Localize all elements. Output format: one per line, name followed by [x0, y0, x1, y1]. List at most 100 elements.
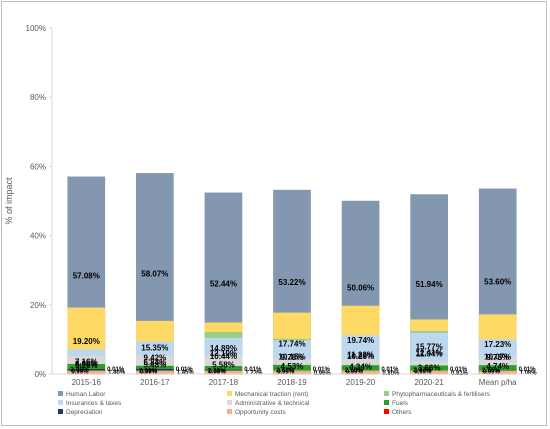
data-label: 0.01% — [450, 367, 468, 373]
y-tick-label: 0% — [34, 370, 46, 379]
legend-swatch — [58, 409, 63, 414]
data-label: 19.20% — [73, 337, 100, 346]
data-label: 0.01% — [176, 367, 194, 373]
bar-segment — [273, 370, 311, 374]
data-label: 10.07% — [484, 353, 511, 362]
data-label: 2.38% — [139, 367, 158, 374]
legend-swatch — [58, 391, 63, 396]
x-tick-labels: 2015-16 2016-17 2017-18 2018-19 2019-20 2020-… — [72, 378, 518, 387]
data-label: 10.44% — [210, 352, 237, 361]
data-label: 0.99% — [71, 369, 89, 375]
data-label: 51.94% — [416, 280, 443, 289]
data-label: 5.58% — [212, 360, 235, 369]
bar-segment — [204, 370, 243, 374]
legend-item: Others — [384, 409, 412, 416]
legend-item: Opportunity costs — [227, 409, 286, 416]
x-tick-label: 2020-21 — [414, 378, 444, 387]
legend-swatch — [384, 391, 389, 396]
data-label: 0.01% — [519, 367, 537, 373]
legend-item: Depreciation — [58, 409, 103, 416]
legend-swatch — [58, 400, 63, 405]
legend-item: Fuels — [384, 400, 409, 407]
legend-swatch — [384, 409, 389, 414]
data-label: 17.74% — [278, 339, 305, 348]
legend-item: Human Labor — [58, 391, 106, 398]
bars-layer — [67, 173, 517, 375]
data-label: 10.29% — [347, 352, 374, 361]
data-label: 15.35% — [141, 343, 168, 352]
data-label: 7.16% — [75, 358, 98, 367]
legend-label: Opportunity costs — [235, 409, 286, 416]
data-label: 0.99% — [483, 369, 501, 375]
data-label: 2.47% — [413, 367, 432, 374]
data-label: 2.32% — [208, 367, 227, 374]
data-label: 1.40% — [108, 370, 126, 376]
x-tick-label: 2015-16 — [72, 378, 102, 387]
legend-label: Administrative & technical — [235, 400, 310, 407]
legend-swatch — [227, 391, 232, 396]
data-label: 0.01% — [107, 367, 125, 373]
data-label: 1.45% — [177, 370, 195, 376]
bar-segment — [273, 364, 311, 374]
data-label: 9.78% — [281, 353, 304, 362]
data-label: 53.22% — [278, 278, 305, 287]
legend-swatch — [227, 400, 232, 405]
y-tick-label: 40% — [30, 232, 46, 241]
x-tick-label: 2017-18 — [209, 378, 239, 387]
bar-segment — [478, 365, 517, 374]
data-label: 2.55% — [482, 367, 501, 374]
data-label: 0.01% — [381, 367, 399, 373]
legend: Human Labor Mechanical traction (rent) Phy… — [58, 391, 491, 416]
data-label: 3.66% — [418, 364, 441, 373]
data-label: 2.63% — [276, 367, 295, 374]
data-label: 4.34% — [349, 362, 372, 371]
data-label: 9.73% — [486, 353, 509, 362]
data-label: 14.89% — [210, 344, 237, 353]
y-tick-label: 60% — [30, 162, 46, 171]
data-label: 0.99% — [346, 369, 364, 375]
legend-label: Phytopharmaceuticals & fertilisers — [392, 391, 491, 398]
legend-item: Insurances & taxes — [58, 400, 122, 407]
data-label: 4.53% — [281, 362, 304, 371]
y-tick-labels: 0% 20% 40% 60% 80% 100% — [26, 24, 52, 379]
data-label: 12.41% — [416, 349, 443, 358]
data-label: 5.26% — [75, 361, 98, 370]
data-label: 0.99% — [277, 369, 295, 375]
x-tick-label: 2018-19 — [277, 378, 307, 387]
legend-item: Mechanical traction (rent) — [227, 391, 308, 398]
data-label: 58.07% — [141, 270, 168, 279]
y-axis-label: % of impact — [4, 177, 14, 225]
data-label: 4.74% — [486, 362, 509, 371]
data-label: 17.23% — [484, 340, 511, 349]
legend-item: Administrative & technical — [227, 400, 310, 407]
x-tick-label: Mean p/ha — [479, 378, 517, 387]
data-label: 11.94% — [416, 349, 443, 358]
legend-label: Mechanical traction (rent) — [235, 391, 308, 398]
y-tick-label: 100% — [26, 24, 46, 33]
data-label: 9.42% — [144, 354, 167, 363]
data-label: 12.10% — [210, 349, 237, 358]
legend-label: Depreciation — [66, 409, 103, 416]
bar-segment — [136, 370, 174, 374]
data-label: 0.01% — [244, 367, 262, 373]
legend-label: Others — [392, 409, 412, 416]
legend-item: Phytopharmaceuticals & fertilisers — [384, 391, 491, 398]
bar-segment — [410, 365, 448, 374]
x-tick-label: 2019-20 — [346, 378, 376, 387]
data-label: 2.55% — [345, 367, 364, 374]
data-label: 52.44% — [210, 279, 237, 288]
data-label: 2.89% — [70, 367, 89, 374]
data-label: 6.84% — [144, 358, 167, 367]
bar-segment — [341, 370, 380, 374]
bar-segment — [410, 370, 448, 374]
data-label: 50.06% — [347, 283, 374, 292]
bar-segment — [478, 370, 517, 374]
data-label: 0.99% — [414, 369, 432, 375]
data-label: 1.23% — [245, 370, 263, 376]
legend-label: Human Labor — [66, 391, 106, 398]
data-label: 53.60% — [484, 277, 511, 286]
y-tick-label: 20% — [30, 301, 46, 310]
legend-label: Insurances & taxes — [66, 400, 122, 407]
